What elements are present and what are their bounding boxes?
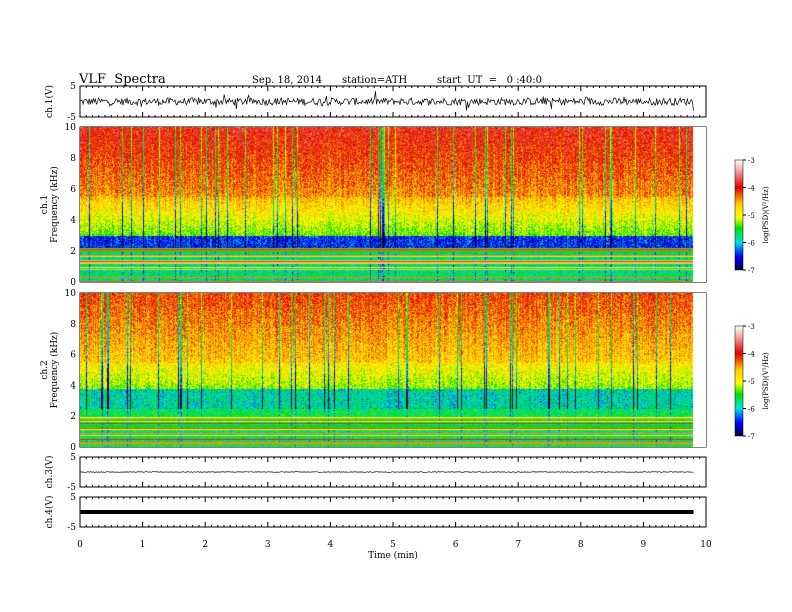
ytick-label: 10 [65,289,77,299]
xtick-label: 7 [515,540,521,550]
date-label: Sep. 18, 2014 [252,75,323,86]
ytick-label: 10 [65,123,77,133]
xtick-label: 0 [77,540,83,550]
colorbar-tick-label: -4 [748,351,755,359]
panel-ch4-waveform: 5 -5 ch.4(V) [44,493,707,533]
xtick-label: 4 [328,540,334,550]
colorbar-tick-label: -3 [748,157,755,165]
waveform-line [79,91,694,111]
xtick-label: 5 [390,540,396,550]
xtick-label: 2 [202,540,208,550]
colorbar-tick-label: -6 [748,406,755,414]
xlabel: Time (min) [368,550,418,561]
xtick-label: 10 [700,540,712,550]
ylabel: ch.3(V) [44,456,55,489]
colorbar-tick-label: -7 [748,433,755,441]
ylabel: Frequency (kHz) [49,166,60,243]
ytick-label: -5 [67,483,76,493]
figure-title: VLF Spectra [79,72,166,87]
ytick-label: 4 [70,216,76,226]
xtick-label: 9 [641,540,647,550]
waveform-line [79,471,694,473]
ytick-label: 8 [70,154,76,164]
ytick-label: -5 [67,523,76,533]
ylabel: ch.1(V) [44,85,55,118]
ylabel: ch.4(V) [44,496,55,529]
ytick-label: 2 [70,412,76,422]
ytick-label: 0 [70,443,76,453]
start-time-label: start UT = 0 :40:0 [437,75,543,86]
xtick-label: 8 [578,540,584,550]
colorbar-tick-label: -4 [748,185,755,193]
colorbar-tick-label: -5 [748,212,755,220]
xtick-label: 3 [265,540,271,550]
ytick-label: -5 [67,113,76,123]
colorbar-label: log(PSD)(V²/Hz) [762,186,770,243]
colorbar-tick-label: -6 [748,240,755,248]
xtick-label: 1 [140,540,146,550]
ytick-label: 6 [70,351,76,361]
panel-ch3-waveform: 5 -5 ch.3(V) [44,453,707,493]
panel-ch1-waveform: 5 -5 ch.1(V) [44,82,707,123]
ytick-label: 5 [70,453,76,463]
ylabel: ch.1 [40,195,50,214]
xtick-label: 6 [453,540,459,550]
colorbar-tick-label: -7 [748,267,755,275]
ylabel: Frequency (kHz) [49,332,60,409]
colorbar [734,325,744,437]
ch2-spectrogram-image [80,293,706,447]
ytick-label: 4 [70,381,76,391]
ytick-label: 0 [70,278,76,288]
colorbar [734,159,744,271]
colorbar-label: log(PSD)(V²/Hz) [762,352,770,409]
station-label: station=ATH [342,75,408,86]
ch1-spectrogram-image [80,127,706,282]
ylabel: ch.2 [40,360,50,379]
ytick-label: 5 [70,493,76,503]
ytick-label: 8 [70,320,76,330]
ytick-label: 6 [70,185,76,195]
ytick-label: 2 [70,247,76,257]
colorbar-tick-label: -3 [748,323,755,331]
ytick-label: 5 [70,82,76,92]
colorbar-tick-label: -5 [748,378,755,386]
